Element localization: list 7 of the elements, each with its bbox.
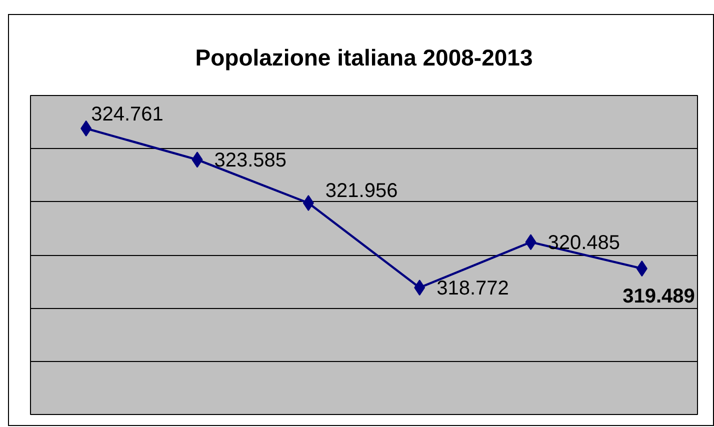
- data-label: 319.489: [622, 286, 695, 308]
- data-label: 324.761: [91, 103, 164, 126]
- chart-title: Popolazione italiana 2008-2013: [195, 44, 533, 70]
- data-label: 321.956: [325, 180, 398, 202]
- data-label: 318.772: [436, 278, 509, 300]
- data-label: 323.585: [214, 150, 287, 172]
- data-label: 320.485: [548, 232, 620, 254]
